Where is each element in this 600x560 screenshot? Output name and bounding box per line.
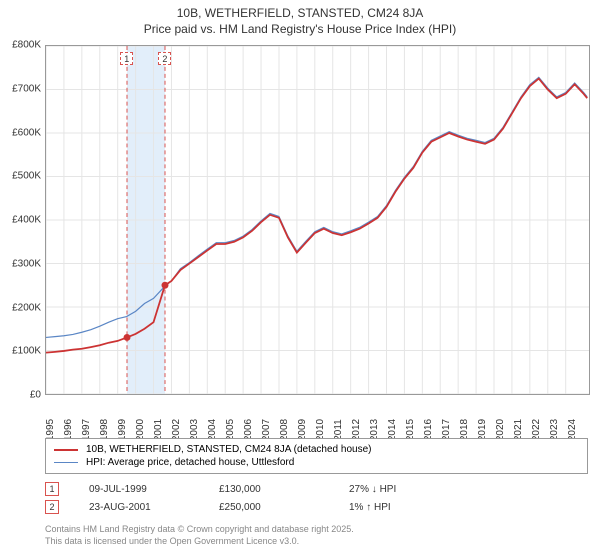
footer-line2: This data is licensed under the Open Gov… <box>45 536 354 548</box>
y-tick-label: £500K <box>12 171 41 182</box>
transaction-delta: 1% ↑ HPI <box>349 502 449 513</box>
y-tick-label: £200K <box>12 302 41 313</box>
legend-item: 10B, WETHERFIELD, STANSTED, CM24 8JA (de… <box>54 443 579 456</box>
y-tick-label: £400K <box>12 215 41 226</box>
footer-line1: Contains HM Land Registry data © Crown c… <box>45 524 354 536</box>
legend-label: HPI: Average price, detached house, Uttl… <box>86 457 294 468</box>
plot-svg <box>46 46 589 394</box>
chart-container: 10B, WETHERFIELD, STANSTED, CM24 8JA Pri… <box>0 0 600 560</box>
transaction-badge: 2 <box>45 500 59 514</box>
title-block: 10B, WETHERFIELD, STANSTED, CM24 8JA Pri… <box>0 0 600 36</box>
y-tick-label: £0 <box>30 390 41 401</box>
y-tick-label: £100K <box>12 346 41 357</box>
transaction-date: 09-JUL-1999 <box>89 484 189 495</box>
footer-note: Contains HM Land Registry data © Crown c… <box>45 524 354 547</box>
plot-area: 12 <box>45 45 590 395</box>
y-axis: £0£100K£200K£300K£400K£500K£600K£700K£80… <box>0 45 45 395</box>
transaction-price: £130,000 <box>219 484 319 495</box>
chart-title-line1: 10B, WETHERFIELD, STANSTED, CM24 8JA <box>0 6 600 22</box>
y-tick-label: £300K <box>12 258 41 269</box>
transaction-table: 1 09-JUL-1999 £130,000 27% ↓ HPI 2 23-AU… <box>45 480 449 516</box>
legend-label: 10B, WETHERFIELD, STANSTED, CM24 8JA (de… <box>86 444 371 455</box>
legend-swatch <box>54 462 78 463</box>
chart-title-line2: Price paid vs. HM Land Registry's House … <box>0 22 600 36</box>
transaction-price: £250,000 <box>219 502 319 513</box>
transaction-row: 1 09-JUL-1999 £130,000 27% ↓ HPI <box>45 480 449 498</box>
legend-item: HPI: Average price, detached house, Uttl… <box>54 456 579 469</box>
transaction-date: 23-AUG-2001 <box>89 502 189 513</box>
y-tick-label: £700K <box>12 83 41 94</box>
legend-swatch <box>54 449 78 451</box>
transaction-row: 2 23-AUG-2001 £250,000 1% ↑ HPI <box>45 498 449 516</box>
chart-marker-badge: 1 <box>120 52 133 65</box>
chart-marker-badge: 2 <box>158 52 171 65</box>
y-tick-label: £600K <box>12 127 41 138</box>
legend: 10B, WETHERFIELD, STANSTED, CM24 8JA (de… <box>45 438 588 474</box>
x-axis: 1995199619971998199920002001200220032004… <box>45 398 590 438</box>
transaction-badge: 1 <box>45 482 59 496</box>
y-tick-label: £800K <box>12 40 41 51</box>
transaction-delta: 27% ↓ HPI <box>349 484 449 495</box>
